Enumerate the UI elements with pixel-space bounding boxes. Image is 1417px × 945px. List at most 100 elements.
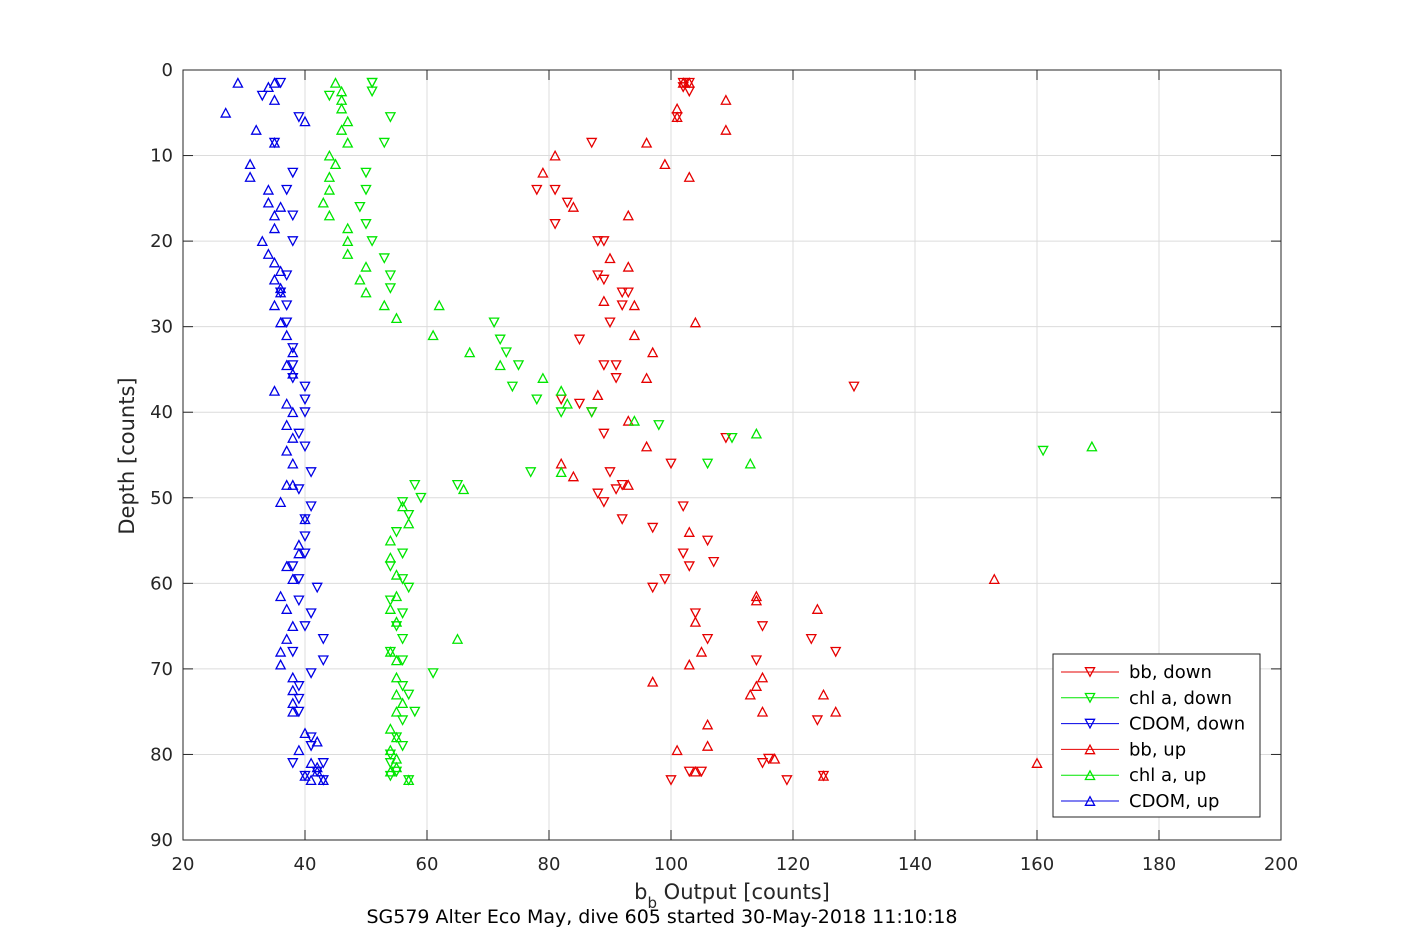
series-4-point-15: [342, 248, 354, 259]
series-3-point-41: [756, 705, 769, 717]
series-1-point-28: [409, 479, 421, 491]
series-1-point-9: [360, 219, 372, 230]
series-1-point-40: [396, 633, 409, 645]
series-4-point-38: [390, 569, 403, 580]
series-1-point-13: [384, 283, 397, 294]
series-5-point-19: [268, 273, 281, 285]
series-4-point-28: [628, 415, 641, 426]
series-1-point-1: [366, 77, 378, 89]
series-5-point-24: [281, 329, 293, 341]
y-tick-label-1: 10: [150, 146, 173, 167]
series-2-point-12: [287, 343, 299, 354]
series-2-point-25: [299, 548, 311, 560]
series-0-point-18: [573, 334, 586, 346]
series-5-point-4: [220, 107, 232, 118]
series-1-point-4: [384, 112, 397, 123]
series-0-point-51: [756, 758, 769, 769]
series-1-point-14: [488, 317, 500, 329]
series-0-point-15: [622, 287, 634, 299]
series-5: [220, 77, 329, 786]
series-1-point-47: [396, 715, 409, 726]
series-3-point-48: [817, 770, 830, 781]
x-tick-label-9: 200: [1264, 854, 1298, 875]
series-1-point-7: [360, 184, 372, 196]
series-1-point-43: [427, 668, 439, 679]
series-1-point-15: [494, 334, 506, 346]
series-0-point-53: [665, 775, 677, 786]
series-1-point-16: [500, 347, 512, 359]
x-axis-label-rest: Output [counts]: [657, 880, 830, 904]
series-5-point-53: [299, 727, 311, 739]
y-axis-label: Depth [counts]: [115, 377, 139, 534]
series-4-point-42: [451, 633, 464, 644]
series-4-point-48: [390, 705, 403, 717]
series-1-point-20: [555, 407, 567, 418]
series-3-point-28: [988, 573, 1000, 585]
series-0: [531, 77, 860, 786]
series-5-point-59: [299, 770, 311, 781]
series-2-point-26: [287, 561, 299, 572]
series-5-point-52: [287, 705, 299, 717]
series-2-point-35: [305, 668, 317, 679]
series-4-point-43: [384, 646, 397, 657]
series-0-point-23: [573, 398, 586, 410]
series-4-point-8: [329, 158, 342, 170]
series-5-point-43: [274, 590, 287, 602]
series-5-point-37: [274, 496, 287, 508]
series-2-point-10: [281, 300, 293, 311]
series-4-point-50: [390, 731, 403, 743]
series-1-point-45: [403, 689, 415, 701]
series-3-point-7: [549, 149, 561, 161]
series-5-point-60: [305, 774, 317, 786]
series-3: [537, 77, 1043, 781]
series-3-point-40: [830, 705, 842, 717]
series-0-point-31: [610, 484, 622, 495]
series-5-point-14: [268, 222, 281, 234]
series-0-point-21: [610, 373, 622, 384]
series-5-point-11: [262, 196, 275, 208]
series-2-point-13: [287, 360, 299, 371]
series-2-point-17: [299, 407, 311, 418]
series-5-point-40: [293, 547, 305, 559]
series-4-point-32: [457, 483, 470, 495]
series-5-point-55: [293, 744, 305, 756]
series-4-point-39: [390, 590, 403, 602]
series-0-point-34: [616, 514, 628, 525]
series-0-point-55: [781, 775, 793, 786]
series-3-point-31: [811, 603, 824, 614]
series-5-point-5: [299, 115, 311, 127]
series-0-point-28: [665, 458, 677, 470]
series-5-point-0: [232, 77, 244, 88]
series-1-point-24: [451, 479, 464, 491]
legend-marker-5: [1084, 795, 1096, 806]
series-5-point-13: [268, 209, 281, 221]
y-tick-label-2: 20: [150, 231, 173, 252]
series-5-point-38: [299, 513, 311, 525]
series-5-point-30: [287, 406, 299, 418]
series-5-point-27: [287, 368, 299, 379]
series-2-point-1: [256, 90, 268, 102]
series-0-point-48: [701, 633, 714, 645]
series-1-point-26: [701, 458, 714, 470]
series-0-point-42: [683, 561, 695, 572]
series-1-point-36: [403, 582, 415, 594]
series-3-point-34: [683, 658, 695, 670]
legend-label-4: chl a, up: [1129, 765, 1206, 786]
series-5-point-18: [274, 265, 287, 277]
series-4-point-25: [537, 372, 549, 383]
series-0-point-39: [708, 556, 720, 568]
series-5-point-35: [281, 479, 293, 490]
series-5-point-46: [281, 633, 293, 644]
series-2-point-4: [287, 167, 299, 179]
x-axis-label-subscript: b: [647, 894, 657, 912]
legend-marker-0: [1084, 667, 1096, 678]
series-5-point-17: [268, 256, 281, 268]
series-0-point-37: [701, 535, 714, 547]
series-4-point-26: [555, 385, 567, 396]
x-axis-label: bb Output [counts]: [634, 880, 830, 912]
y-tick-label-6: 60: [150, 573, 173, 594]
series-5-point-54: [311, 735, 323, 747]
series-4-point-5: [335, 124, 348, 135]
series-0-point-45: [805, 633, 817, 645]
